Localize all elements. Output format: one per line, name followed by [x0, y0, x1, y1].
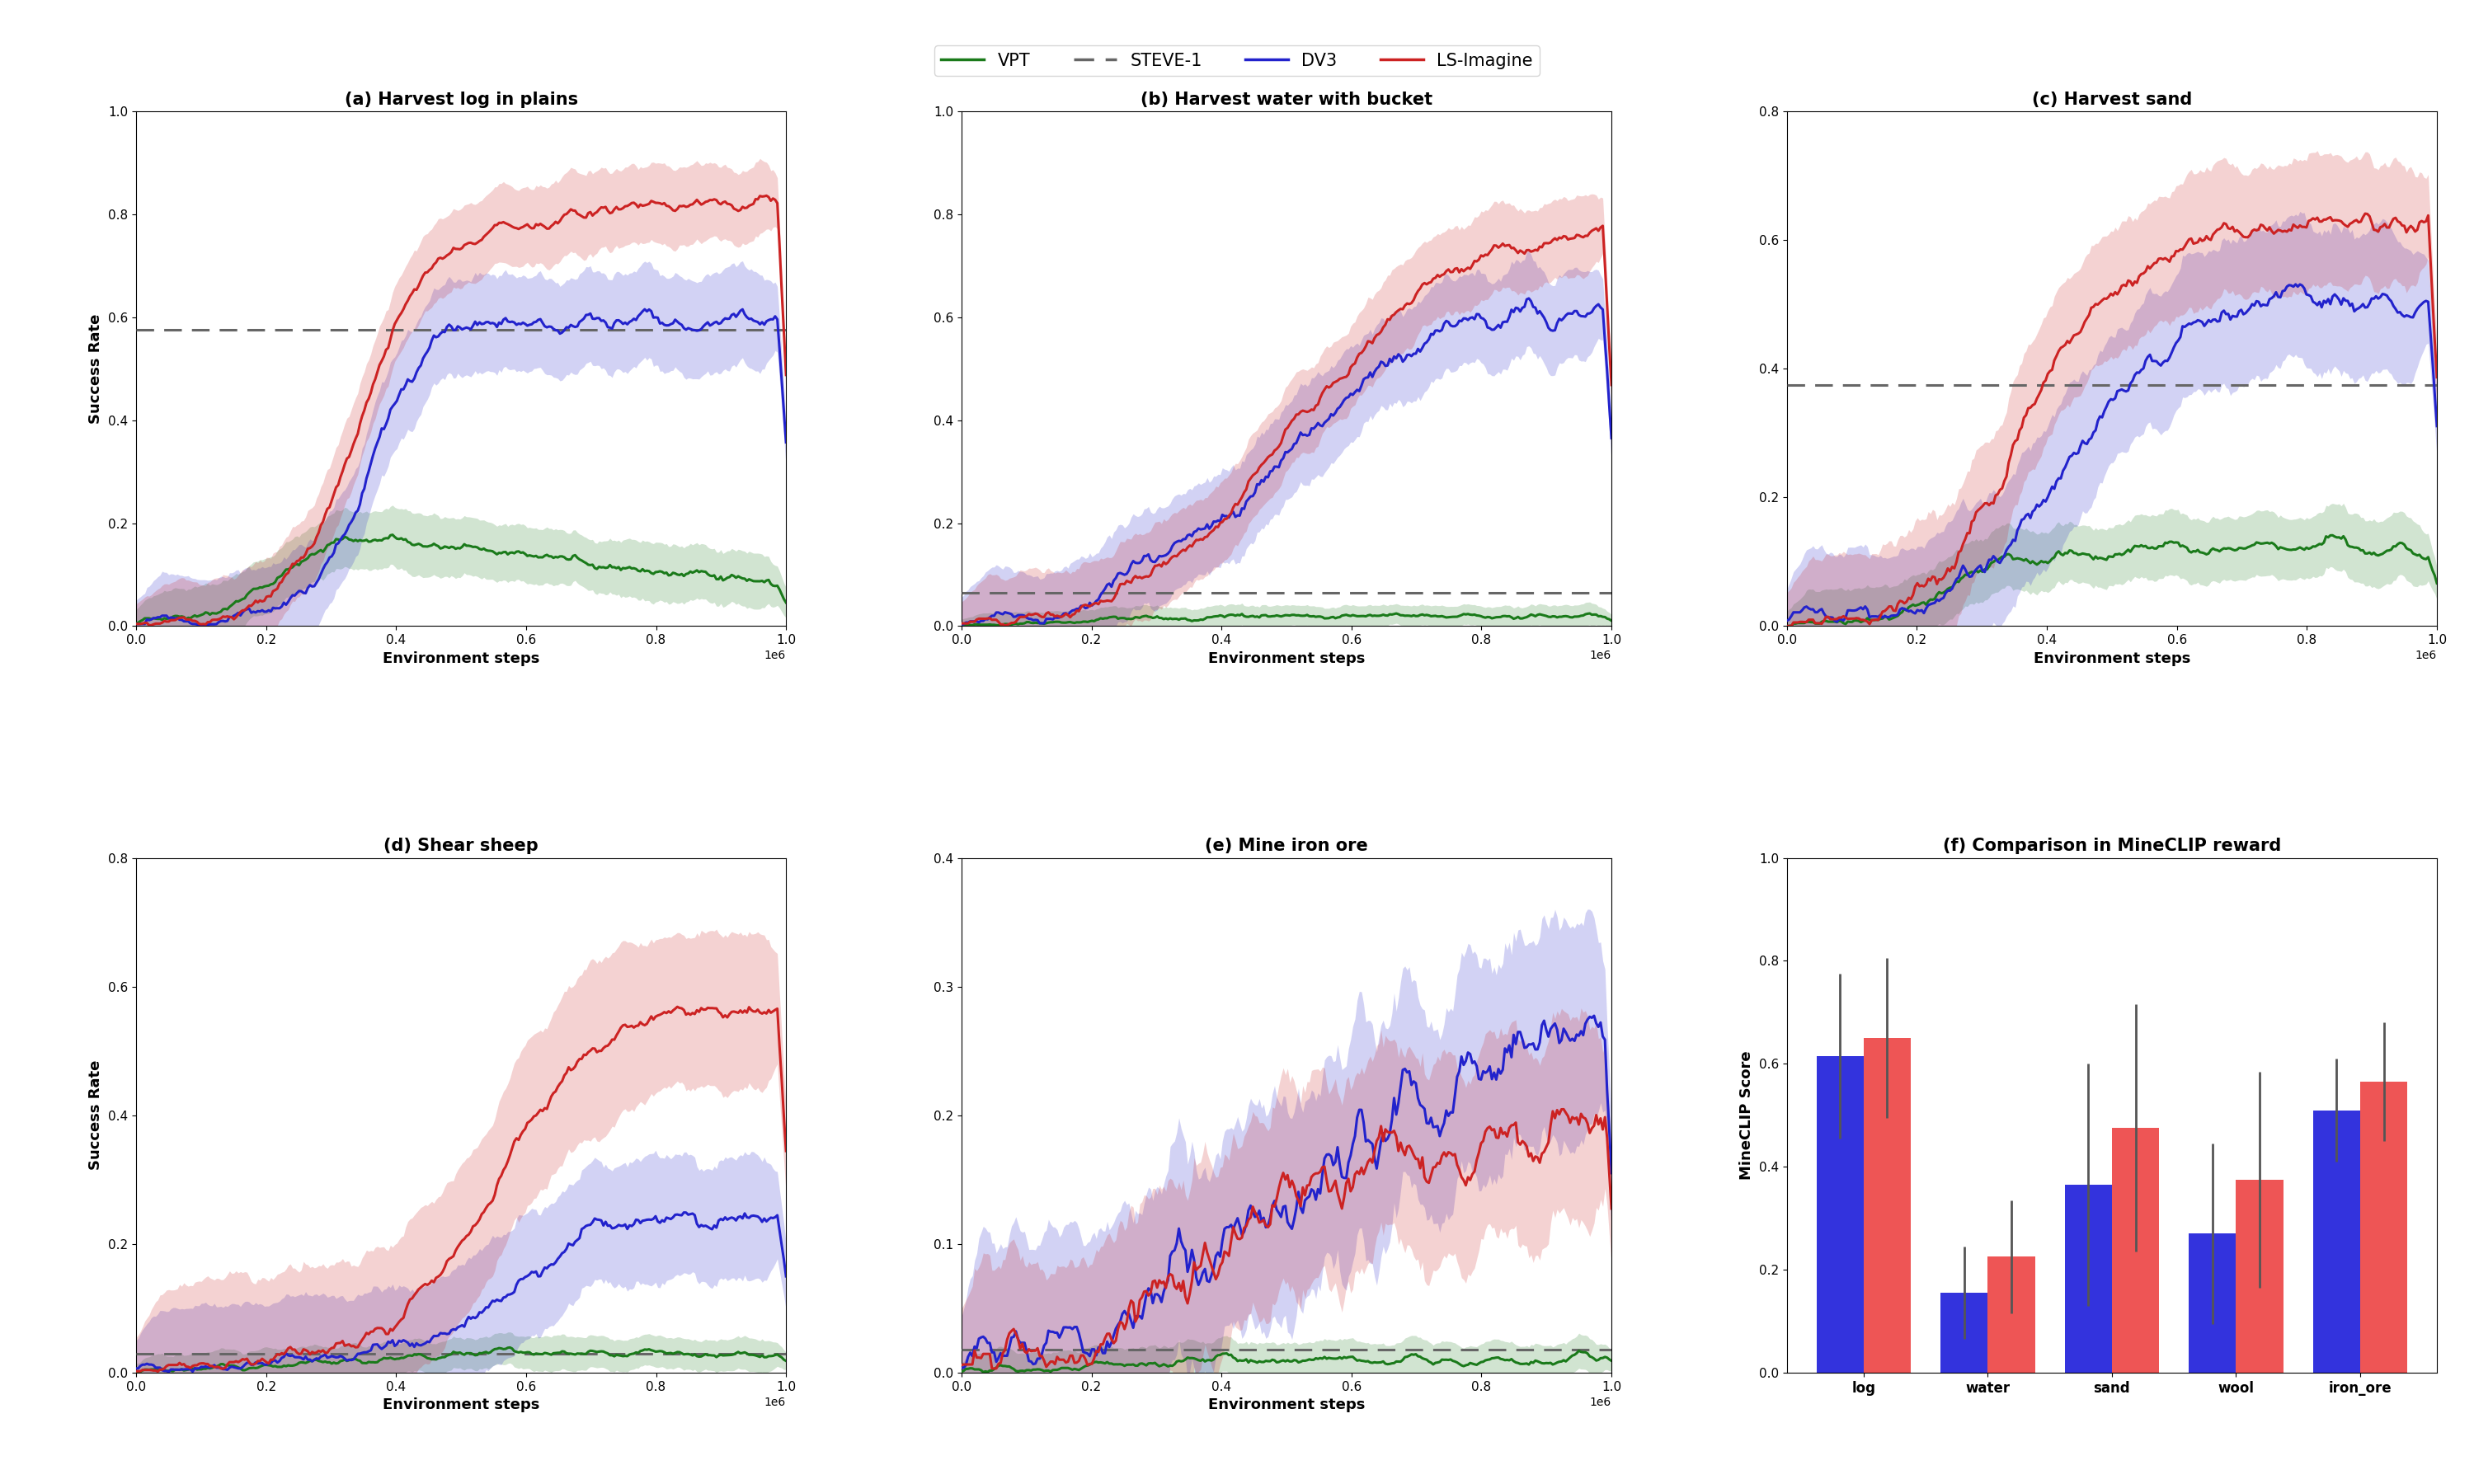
- Bar: [2113, 1128, 2160, 1373]
- Bar: [2236, 1180, 2284, 1373]
- Bar: [1940, 1293, 1987, 1373]
- Bar: [2189, 1233, 2236, 1373]
- Y-axis label: Success Rate: Success Rate: [89, 313, 104, 424]
- Y-axis label: MineCLIP Score: MineCLIP Score: [1739, 1051, 1754, 1180]
- Title: (a) Harvest log in plains: (a) Harvest log in plains: [344, 91, 579, 108]
- Title: (d) Shear sheep: (d) Shear sheep: [383, 838, 539, 855]
- Bar: [1816, 1057, 1863, 1373]
- X-axis label: Environment steps: Environment steps: [383, 1398, 539, 1413]
- X-axis label: Environment steps: Environment steps: [383, 651, 539, 666]
- Bar: [2066, 1184, 2113, 1373]
- Legend: VPT, STEVE-1, DV3, LS-Imagine: VPT, STEVE-1, DV3, LS-Imagine: [935, 46, 1539, 76]
- X-axis label: Environment steps: Environment steps: [1207, 651, 1366, 666]
- X-axis label: Environment steps: Environment steps: [2034, 651, 2189, 666]
- Title: (b) Harvest water with bucket: (b) Harvest water with bucket: [1141, 91, 1432, 108]
- Bar: [2313, 1110, 2360, 1373]
- Title: (f) Comparison in MineCLIP reward: (f) Comparison in MineCLIP reward: [1942, 838, 2281, 855]
- Y-axis label: Success Rate: Success Rate: [89, 1060, 104, 1171]
- Title: (c) Harvest sand: (c) Harvest sand: [2031, 91, 2192, 108]
- X-axis label: Environment steps: Environment steps: [1207, 1398, 1366, 1413]
- Bar: [2360, 1082, 2407, 1373]
- Title: (e) Mine iron ore: (e) Mine iron ore: [1205, 838, 1368, 855]
- Bar: [1987, 1257, 2036, 1373]
- Bar: [1863, 1037, 1910, 1373]
